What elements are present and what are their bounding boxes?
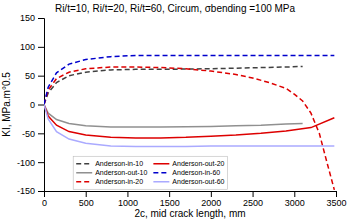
series-line	[44, 105, 303, 127]
tick-label: 500	[79, 198, 94, 208]
legend-item: Anderson-in-20	[76, 178, 143, 185]
tick: 1500	[160, 191, 180, 208]
tick-label: 2000	[201, 198, 221, 208]
tick-mark	[38, 105, 44, 106]
tick: -50	[22, 129, 44, 139]
tick-label: -100	[17, 158, 35, 168]
tick-label: 0	[42, 198, 47, 208]
lines	[44, 55, 334, 189]
tick: 3500	[326, 191, 346, 208]
series-line	[44, 67, 334, 190]
legend-item: Anderson-out-10	[76, 169, 147, 176]
legend-swatch	[153, 163, 169, 165]
tick-label: 150	[20, 13, 35, 23]
tick-label: 1500	[160, 198, 180, 208]
legend-label: Anderson-out-10	[95, 169, 147, 176]
legend-item: Anderson-in-10	[76, 160, 143, 167]
legend-swatch	[76, 181, 92, 183]
tick-mark	[127, 191, 128, 197]
legend-label: Anderson-out-60	[172, 178, 224, 185]
tick-label: 100	[20, 42, 35, 52]
axis-line	[45, 192, 337, 198]
chart: 0500100015002000250030003500-150-100-500…	[0, 0, 350, 221]
y-label: KI, MPa.m°0.5	[1, 72, 12, 137]
tick-label: 50	[25, 71, 35, 81]
tick-mark	[294, 191, 295, 197]
legend-item: Anderson-out-20	[153, 160, 224, 167]
tick-label: 0	[30, 100, 35, 110]
legend-item: Anderson-in-60	[153, 169, 220, 176]
tick: 2500	[243, 191, 263, 208]
legend-label: Anderson-in-20	[95, 178, 143, 185]
tick-label: 1000	[118, 198, 138, 208]
tick-mark	[211, 191, 212, 197]
tick-label: 3500	[326, 198, 346, 208]
series-line	[44, 66, 303, 104]
tick: -100	[17, 158, 44, 168]
x-axis: 0 500 1000 1500 2000 2500 3000 3500	[42, 191, 347, 208]
tick: 150	[20, 13, 44, 23]
tick-label: -50	[22, 129, 35, 139]
tick: -150	[17, 186, 44, 196]
legend-label: Anderson-in-60	[172, 169, 220, 176]
legend-item: Anderson-out-60	[153, 178, 224, 185]
series-line	[44, 105, 334, 147]
legend: Anderson-in-10 Anderson-out-10 Anderson-in…	[73, 156, 227, 189]
tick-mark	[38, 162, 44, 163]
legend-label: Anderson-out-20	[172, 160, 224, 167]
legend-swatch	[76, 172, 92, 174]
tick-mark	[38, 47, 44, 48]
tick: 0	[30, 100, 44, 110]
legend-swatch	[76, 163, 92, 165]
tick-mark	[336, 191, 337, 197]
tick: 0	[42, 191, 47, 208]
tick-mark	[169, 191, 170, 197]
x-label: 2c, mid crack length, mm	[134, 208, 245, 219]
tick-mark	[253, 191, 254, 197]
plot: 0500100015002000250030003500-150-100-500…	[17, 13, 347, 208]
tick: 100	[20, 42, 44, 52]
tick-mark	[38, 76, 44, 77]
tick: 500	[79, 191, 94, 208]
tick-mark	[38, 133, 44, 134]
legend-swatch	[153, 172, 169, 174]
legend-swatch	[153, 181, 169, 183]
axis-line	[38, 19, 45, 192]
tick: 50	[25, 71, 44, 81]
tick: 2000	[201, 191, 221, 208]
title: Ri/t=10, Ri/t=20, Ri/t=60, Circum, σbend…	[55, 3, 296, 14]
tick-mark	[38, 18, 44, 19]
y-axis: -150 -100 -50 0 50 100 150	[17, 13, 45, 196]
tick: 1000	[118, 191, 138, 208]
series-line	[44, 55, 334, 104]
tick-label: 2500	[243, 198, 263, 208]
tick-label: 3000	[285, 198, 305, 208]
tick-mark	[38, 191, 44, 192]
legend-label: Anderson-in-10	[95, 160, 143, 167]
series-line	[44, 105, 334, 138]
tick: 3000	[285, 191, 305, 208]
tick-mark	[86, 191, 87, 197]
tick-label: -150	[17, 186, 35, 196]
legend-box	[73, 156, 227, 189]
